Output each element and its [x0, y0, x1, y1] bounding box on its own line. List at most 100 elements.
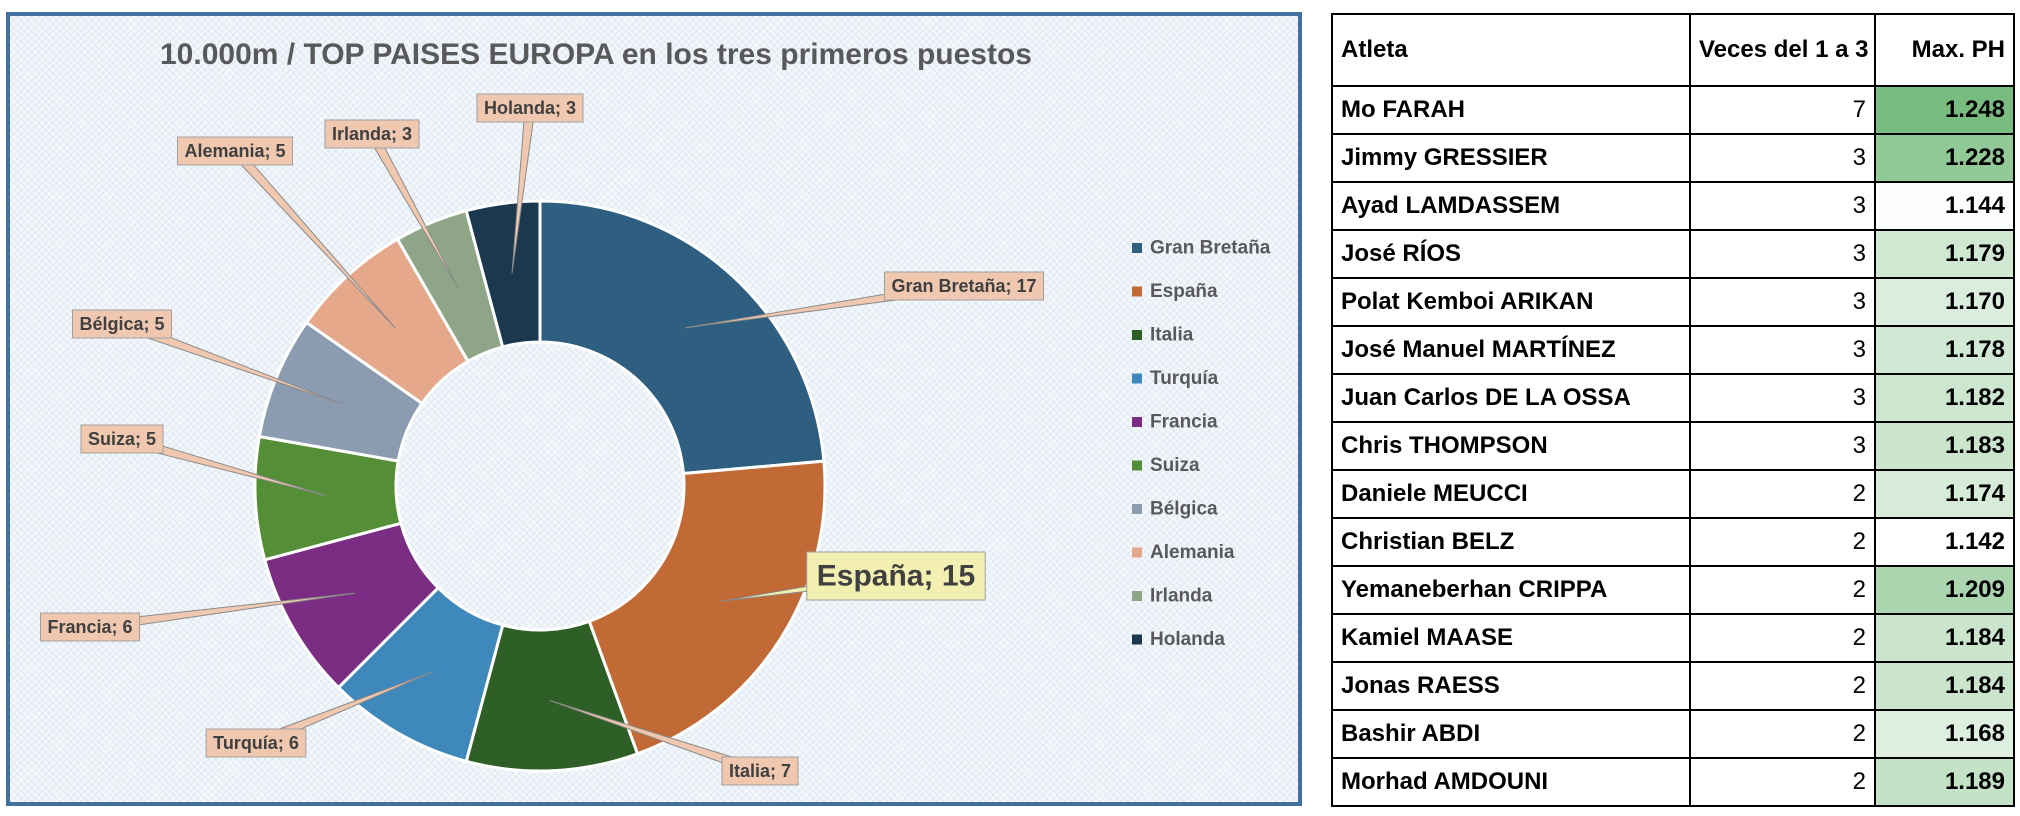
- podium-count: 2: [1689, 517, 1876, 567]
- table-row: Bashir ABDI 2 1.168: [1331, 709, 2015, 759]
- max-ph: 1.174: [1874, 469, 2015, 519]
- podium-count: 2: [1689, 709, 1876, 759]
- podium-count: 2: [1689, 757, 1876, 807]
- legend-swatch-suiza: [1132, 460, 1142, 471]
- podium-count: 2: [1689, 661, 1876, 711]
- max-ph: 1.183: [1874, 421, 2015, 471]
- header-max-ph: Max. PH: [1874, 13, 2015, 87]
- table-row: Yemaneberhan CRIPPA 2 1.209: [1331, 565, 2015, 615]
- data-label-irlanda: Irlanda; 3: [332, 124, 412, 144]
- legend-label-francia: Francia: [1150, 412, 1218, 433]
- data-label-box-belgica: [71, 309, 173, 339]
- data-label-box-francia: [39, 612, 141, 642]
- athlete-name: Ayad LAMDASSEM: [1331, 181, 1691, 231]
- max-ph: 1.170: [1874, 277, 2015, 327]
- legend-label-suiza: Suiza: [1150, 455, 1200, 476]
- legend-swatch-irlanda: [1132, 591, 1142, 601]
- data-label-turquia: Turquía; 6: [213, 733, 299, 753]
- data-label-box-holanda: [476, 93, 584, 123]
- max-ph: 1.228: [1874, 133, 2015, 183]
- legend-swatch-gran-bretana: [1132, 243, 1142, 253]
- data-label-suiza: Suiza; 5: [88, 429, 156, 449]
- podium-count: 3: [1689, 325, 1876, 375]
- athlete-name: Yemaneberhan CRIPPA: [1331, 565, 1691, 615]
- podium-count: 3: [1689, 373, 1876, 423]
- legend-swatch-francia: [1132, 417, 1142, 427]
- data-label-box-irlanda: [324, 119, 420, 149]
- max-ph: 1.184: [1874, 661, 2015, 711]
- legend-label-alemania: Alemania: [1150, 542, 1235, 563]
- max-ph: 1.144: [1874, 181, 2015, 231]
- legend-swatch-alemania: [1132, 547, 1142, 558]
- data-label-belgica: Bélgica; 5: [79, 314, 164, 334]
- max-ph: 1.248: [1874, 85, 2015, 135]
- legend-swatch-holanda: [1132, 634, 1142, 645]
- max-ph: 1.189: [1874, 757, 2015, 807]
- max-ph: 1.184: [1874, 613, 2015, 663]
- legend-swatch-italia: [1132, 330, 1142, 340]
- legend-swatch-turquia: [1132, 373, 1142, 384]
- table-row: Polat Kemboi ARIKAN 3 1.170: [1331, 277, 2015, 327]
- data-label-box-italia: [721, 756, 799, 786]
- athlete-name: Jonas RAESS: [1331, 661, 1691, 711]
- data-label-box-alemania: [176, 136, 294, 166]
- legend-label-gran-bretana: Gran Bretaña: [1150, 238, 1271, 259]
- data-label-box-suiza: [80, 424, 164, 454]
- chart-title: 10.000m / TOP PAISES EUROPA en los tres …: [160, 38, 1032, 71]
- legend-swatch-espana: [1132, 286, 1142, 297]
- legend-label-irlanda: Irlanda: [1150, 586, 1213, 607]
- max-ph: 1.178: [1874, 325, 2015, 375]
- slice-holanda: [464, 199, 542, 349]
- data-label-francia: Francia; 6: [47, 617, 132, 637]
- data-label-box-gran-bretana: [883, 271, 1045, 301]
- table-row: Kamiel MAASE 2 1.184: [1331, 613, 2015, 663]
- podium-count: 2: [1689, 565, 1876, 615]
- athlete-name: Bashir ABDI: [1331, 709, 1691, 759]
- podium-count: 3: [1689, 181, 1876, 231]
- podium-count: 2: [1689, 613, 1876, 663]
- table-header-row: Atleta Veces del 1 a 3 Max. PH: [1331, 13, 2015, 87]
- legend-label-belgica: Bélgica: [1150, 499, 1218, 520]
- podium-count: 3: [1689, 421, 1876, 471]
- legend-label-espana: España: [1150, 281, 1218, 302]
- legend-label-holanda: Holanda: [1150, 629, 1225, 650]
- table-row: Jimmy GRESSIER 3 1.228: [1331, 133, 2015, 183]
- label-leaders: [88, 106, 966, 777]
- data-label-box-espana: [806, 551, 986, 601]
- table-row: Mo FARAH 7 1.248: [1331, 85, 2015, 135]
- data-label-italia: Italia; 7: [729, 761, 791, 781]
- header-atleta: Atleta: [1331, 13, 1691, 87]
- chart-legend: Gran Bretaña España Italia Turquía Francia Su…: [1132, 238, 1271, 650]
- data-label-box-turquia: [205, 728, 307, 758]
- athlete-name: Jimmy GRESSIER: [1331, 133, 1691, 183]
- table-row: Ayad LAMDASSEM 3 1.144: [1331, 181, 2015, 231]
- data-label-holanda: Holanda; 3: [484, 98, 576, 118]
- table-row: Daniele MEUCCI 2 1.174: [1331, 469, 2015, 519]
- donut-chart: 10.000m / TOP PAISES EUROPA en los tres …: [39, 38, 1271, 786]
- max-ph: 1.142: [1874, 517, 2015, 567]
- table-row: Christian BELZ 2 1.142: [1331, 517, 2015, 567]
- leader-alemania: [230, 146, 396, 329]
- athlete-name: Mo FARAH: [1331, 85, 1691, 135]
- athlete-name: José Manuel MARTÍNEZ: [1331, 325, 1691, 375]
- table-row: José Manuel MARTÍNEZ 3 1.178: [1331, 325, 2015, 375]
- slice-espana: [587, 459, 827, 756]
- max-ph: 1.182: [1874, 373, 2015, 423]
- max-ph: 1.179: [1874, 229, 2015, 279]
- max-ph: 1.168: [1874, 709, 2015, 759]
- data-labels: Gran Bretaña; 17 España; 15 Italia; 7 Turqu…: [39, 93, 1045, 786]
- table-body: Mo FARAH 7 1.248 Jimmy GRESSIER 3 1.228 Ayad L…: [1331, 85, 2015, 807]
- athlete-name: Christian BELZ: [1331, 517, 1691, 567]
- podium-count: 3: [1689, 277, 1876, 327]
- athletes-table-panel: Atleta Veces del 1 a 3 Max. PH Mo FARAH 7…: [1331, 13, 2015, 809]
- legend-swatch-belgica: [1132, 504, 1142, 514]
- donut-slices: [253, 199, 827, 773]
- athlete-name: José RÍOS: [1331, 229, 1691, 279]
- legend-label-turquia: Turquía: [1150, 368, 1219, 389]
- podium-count: 3: [1689, 229, 1876, 279]
- podium-count: 2: [1689, 469, 1876, 519]
- header-veces: Veces del 1 a 3: [1689, 13, 1876, 87]
- table-row: Juan Carlos DE LA OSSA 3 1.182: [1331, 373, 2015, 423]
- podium-count: 3: [1689, 133, 1876, 183]
- slice-gran-bretana: [538, 199, 826, 476]
